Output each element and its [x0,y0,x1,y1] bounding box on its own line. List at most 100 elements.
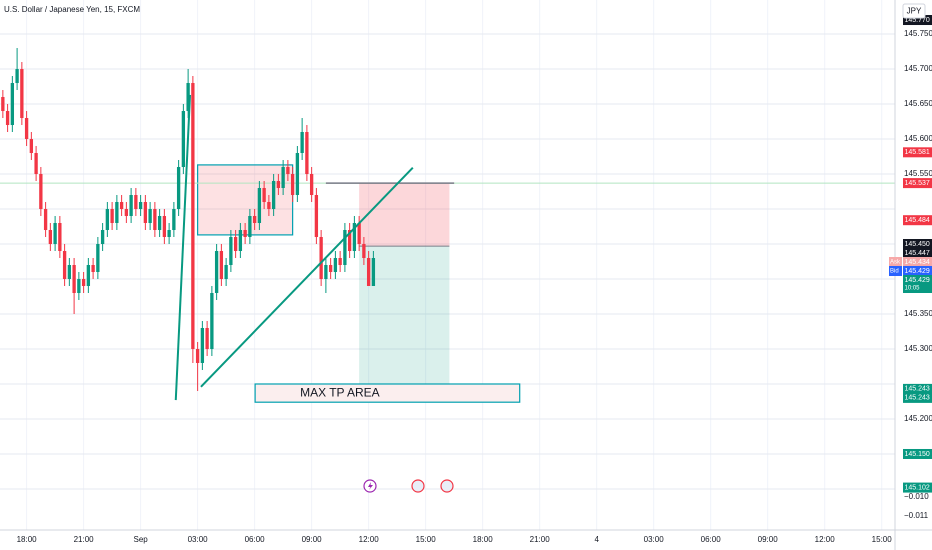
candle-body [24,118,29,140]
candle-body [252,216,257,224]
price-badge-label: 145.102 [905,484,930,491]
candle-body [134,195,138,210]
price-badge-label: 145.770 [905,17,930,24]
candle-body [324,265,328,279]
price-badge [903,147,932,158]
candle-body [34,153,38,175]
candle-body [167,230,171,238]
candle-body [314,195,319,238]
candle-body [119,202,124,210]
candle-body [115,202,119,224]
candle-body [267,202,271,210]
candle-body [39,174,43,210]
currency[interactable]: JPY [907,7,922,16]
candle-body [100,230,105,245]
candle-body [15,69,19,84]
candle-body [214,251,219,293]
price-badge [903,482,932,493]
candle-body [243,230,247,238]
candle-body [347,230,352,252]
candle-body [238,230,243,252]
candle-body [91,265,95,272]
candle-body [20,69,24,119]
price-badge-label: 145.243 [905,386,930,393]
candle-body [1,97,5,112]
price-badge-tag-label: Ask [890,260,901,266]
candle-body [281,167,285,189]
x-tick-label: 06:00 [701,535,722,544]
y-tick-label: 145.700 [904,64,932,73]
price-badge [903,392,932,403]
y-tick-label: 145.650 [904,99,932,108]
candle-body [48,230,53,245]
candle-body [96,244,100,272]
candle-body [143,202,148,224]
candle-body [219,251,224,279]
price-badge-label: 145.447 [905,250,930,257]
candle-body [319,237,323,279]
candle-body [148,209,152,224]
candle-body [257,188,262,224]
stop-zone [359,183,450,247]
price-badge-label: 145.243 [905,395,930,402]
trendline [200,167,414,388]
candle-body [276,181,281,189]
candle-body [229,237,233,265]
candle-body [138,202,143,210]
x-tick-label: 12:00 [359,535,380,544]
y-tick-label: 145.300 [904,344,932,353]
price-badge [903,383,932,394]
candle-body [124,209,129,217]
candle-body [62,251,67,279]
price-badge [903,215,932,226]
chart-title: U.S. Dollar / Japanese Yen, 15, FXCM [4,5,140,14]
candle-body [81,278,86,286]
candle-body [162,216,167,238]
candle-body [29,139,34,154]
x-tick-label: 12:00 [815,535,836,544]
event-icon-bolt [368,482,373,490]
x-tick-label: 15:00 [416,535,437,544]
y-tick-label: 145.750 [904,29,932,38]
candle-body [271,181,276,210]
price-badge-label: 145.150 [905,451,930,458]
x-tick-label: 21:00 [74,535,95,544]
price-badge [903,178,932,189]
x-tick-label: 18:00 [17,535,38,544]
y-tick-label: 145.550 [904,169,932,178]
candle-body [371,258,376,286]
x-tick-label: 09:00 [758,535,779,544]
trendline [174,94,192,401]
x-tick-label: 15:00 [872,535,893,544]
candle-body [186,83,190,112]
candle-body [176,167,181,210]
candle-body [195,348,200,363]
x-tick-label: Sep [133,535,148,544]
candle-body [262,188,266,203]
price-badge-countdown: 10:05 [905,286,921,292]
tp-area-label: MAX TP AREA [300,385,380,399]
candle-body [105,209,110,231]
candle-body [248,216,252,238]
candle-body [77,278,81,293]
currency-button[interactable] [902,3,926,19]
candle-body [191,83,195,349]
price-badge-label: 145.429 [905,268,930,275]
candle-body [352,223,357,252]
y-tick-label: 145.200 [904,414,932,423]
event-icon[interactable] [440,479,454,493]
price-badge-label: 145.434 [905,259,930,266]
x-tick-label: 21:00 [530,535,551,544]
candle-body [172,209,176,231]
x-tick-label: 06:00 [245,535,266,544]
candle-body [129,195,133,217]
candle-body [366,258,371,286]
x-tick-label: 03:00 [188,535,209,544]
candle-body [333,258,338,272]
y-tick-label: 145.350 [904,309,932,318]
candle-body [53,223,57,245]
event-icon[interactable] [411,479,425,493]
candle-body [290,174,295,196]
